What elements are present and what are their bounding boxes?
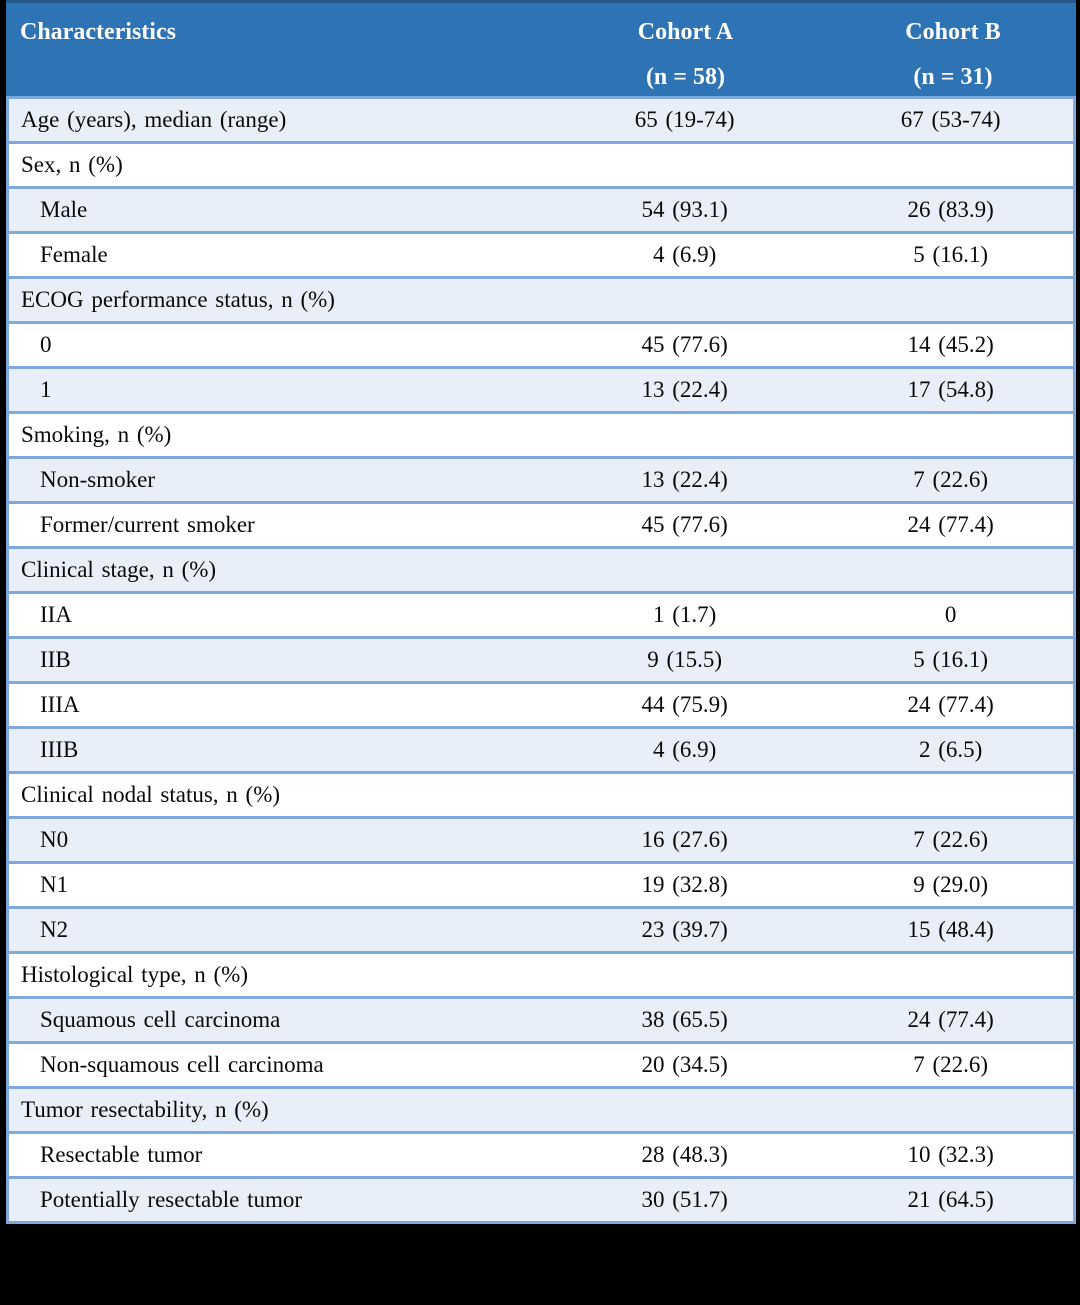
cohort-a-value: 45 (77.6) [641,332,728,357]
table-row: N0 16 (27.6) 7 (22.6) [9,816,1073,861]
row-label: N1 [40,872,69,897]
cohort-b-value: 10 (32.3) [907,1142,994,1167]
table-row: Female 4 (6.9) 5 (16.1) [9,231,1073,276]
cohort-b-value: 17 (54.8) [907,377,994,402]
row-label: IIA [40,602,72,627]
table-row: Age (years), median (range) 65 (19-74) 6… [9,96,1073,141]
cohort-a-value: 4 (6.9) [652,737,717,762]
cohort-b-value: 5 (16.1) [913,647,989,672]
cohort-b-value: 5 (16.1) [913,242,989,267]
row-label: Non-squamous cell carcinoma [40,1052,324,1077]
cohort-b-value: 24 (77.4) [907,1007,994,1032]
cohort-a-value: 1 (1.7) [652,602,717,627]
table-row: Male 54 (93.1) 26 (83.9) [9,186,1073,231]
cohort-a-value: 13 (22.4) [641,377,728,402]
cohort-a-value: 16 (27.6) [641,827,728,852]
table-row: Clinical stage, n (%) [9,546,1073,591]
cohort-b-value: 24 (77.4) [907,692,994,717]
cohort-a-value: 20 (34.5) [641,1052,728,1077]
cohort-a-title: Cohort A [637,19,734,45]
row-label: Sex, n (%) [21,152,123,177]
cohort-a-value: 38 (65.5) [641,1007,728,1032]
cohort-b-n: (n = 31) [913,64,993,90]
row-label: Female [40,242,108,267]
table-row: ECOG performance status, n (%) [9,276,1073,321]
cohort-a-value: 19 (32.8) [641,872,728,897]
row-label: Potentially resectable tumor [40,1187,303,1212]
table-row: IIA 1 (1.7) 0 [9,591,1073,636]
column-header-cohort-b: Cohort B (n = 31) [830,3,1076,96]
row-label: N2 [40,917,69,942]
table-row: Resectable tumor 28 (48.3) 10 (32.3) [9,1131,1073,1176]
cohort-b-title: Cohort B [905,19,1001,45]
row-label: IIB [40,647,71,672]
cohort-a-n: (n = 58) [645,64,725,90]
table-row: Clinical nodal status, n (%) [9,771,1073,816]
table-row: IIB 9 (15.5) 5 (16.1) [9,636,1073,681]
cohort-b-value: 7 (22.6) [913,827,989,852]
cohort-b-value: 7 (22.6) [913,1052,989,1077]
row-label: Non-smoker [40,467,155,492]
row-label: 1 [40,377,52,402]
table-row: Histological type, n (%) [9,951,1073,996]
cohort-b-value: 15 (48.4) [907,917,994,942]
table-row: 1 13 (22.4) 17 (54.8) [9,366,1073,411]
row-label: Smoking, n (%) [21,422,172,447]
row-label: IIIA [40,692,80,717]
cohort-a-value: 44 (75.9) [641,692,728,717]
table-row: Non-smoker 13 (22.4) 7 (22.6) [9,456,1073,501]
table-row: N1 19 (32.8) 9 (29.0) [9,861,1073,906]
row-label: Clinical stage, n (%) [21,557,217,582]
row-label: Age (years), median (range) [21,107,287,132]
row-label: Former/current smoker [40,512,255,537]
column-header-characteristics: Characteristics [20,19,176,45]
table-row: Squamous cell carcinoma 38 (65.5) 24 (77… [9,996,1073,1041]
row-label: Clinical nodal status, n (%) [21,782,281,807]
table-row: Non-squamous cell carcinoma 20 (34.5) 7 … [9,1041,1073,1086]
cohort-b-value: 21 (64.5) [907,1187,994,1212]
cohort-b-value: 2 (6.5) [918,737,983,762]
row-label: ECOG performance status, n (%) [21,287,335,312]
cohort-a-value: 45 (77.6) [641,512,728,537]
cohort-a-value: 65 (19-74) [634,107,735,132]
table-row: IIIB 4 (6.9) 2 (6.5) [9,726,1073,771]
table-header-row: Characteristics Cohort A (n = 58) Cohort… [6,0,1076,96]
table-body: Age (years), median (range) 65 (19-74) 6… [6,96,1076,1224]
row-label: Tumor resectability, n (%) [21,1097,269,1122]
cohort-a-value: 28 (48.3) [641,1142,728,1167]
row-label: Male [40,197,88,222]
cohort-b-value: 14 (45.2) [907,332,994,357]
table-row: Potentially resectable tumor 30 (51.7) 2… [9,1176,1073,1221]
cohort-b-value: 24 (77.4) [907,512,994,537]
row-label: Resectable tumor [40,1142,203,1167]
characteristics-table: Characteristics Cohort A (n = 58) Cohort… [6,0,1076,1224]
cohort-b-value: 9 (29.0) [913,872,989,897]
table-row: IIIA 44 (75.9) 24 (77.4) [9,681,1073,726]
cohort-b-value: 0 [944,602,957,627]
table-row: Former/current smoker 45 (77.6) 24 (77.4… [9,501,1073,546]
table-row: 0 45 (77.6) 14 (45.2) [9,321,1073,366]
cohort-a-value: 13 (22.4) [641,467,728,492]
cohort-a-value: 54 (93.1) [641,197,728,222]
row-label: IIIB [40,737,79,762]
row-label: Squamous cell carcinoma [40,1007,281,1032]
cohort-b-value: 67 (53-74) [900,107,1001,132]
table-row: Smoking, n (%) [9,411,1073,456]
cohort-a-value: 4 (6.9) [652,242,717,267]
table-row: Tumor resectability, n (%) [9,1086,1073,1131]
cohort-b-value: 26 (83.9) [907,197,994,222]
cohort-b-value: 7 (22.6) [913,467,989,492]
row-label: N0 [40,827,69,852]
row-label: 0 [40,332,52,357]
row-label: Histological type, n (%) [21,962,249,987]
table-row: Sex, n (%) [9,141,1073,186]
table-row: N2 23 (39.7) 15 (48.4) [9,906,1073,951]
cohort-a-value: 23 (39.7) [641,917,728,942]
cohort-a-value: 9 (15.5) [647,647,723,672]
column-header-cohort-a: Cohort A (n = 58) [541,3,830,96]
cohort-a-value: 30 (51.7) [641,1187,728,1212]
